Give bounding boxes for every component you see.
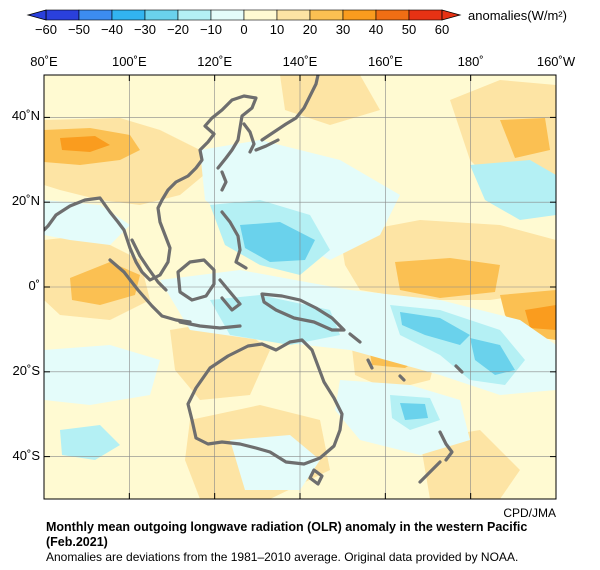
units-text: anomalies(W/m²) <box>468 8 567 23</box>
colorbar-units-label: anomalies(W/m²) <box>468 8 567 23</box>
coastline-new-zealand-north <box>438 430 454 462</box>
coastline-korea <box>242 122 256 154</box>
caption-note: Anomalies are deviations from the 1981–2… <box>46 550 519 564</box>
colorbar-tick-label: 10 <box>269 22 285 37</box>
longitude-label: 100˚E <box>111 54 147 69</box>
longitude-label: 160˚W <box>536 54 576 69</box>
colorbar-right-arrow <box>441 9 462 21</box>
graticule <box>44 75 556 499</box>
coastline-taiwan <box>220 170 228 192</box>
colorbar-tick-label: 20 <box>302 22 318 37</box>
colorbar-cells <box>45 9 443 21</box>
caption-title-line1: Monthly mean outgoing longwave radiation… <box>46 520 528 534</box>
latitude-label: 40˚S <box>12 447 40 463</box>
colorbar-tick-label: −20 <box>166 22 190 37</box>
colorbar-tick-label: 0 <box>240 22 248 37</box>
anomaly-positive-region <box>395 258 500 298</box>
coastline-australia <box>186 338 344 466</box>
coastline-sulawesi <box>218 278 242 312</box>
credit-text: CPD/JMA <box>503 506 556 520</box>
colorbar-left-arrow <box>26 9 47 21</box>
colorbar-tick-label: 40 <box>368 22 384 37</box>
colorbar-tick-label: −40 <box>100 22 124 37</box>
anomaly-negative-region <box>240 222 315 262</box>
longitude-label: 180˚ <box>457 54 484 69</box>
anomaly-positive-region <box>280 75 380 125</box>
anomaly-negative-region <box>44 345 160 405</box>
latitude-label: 20˚N <box>11 193 40 209</box>
anomaly-negative-region <box>470 338 515 375</box>
anomaly-negative-region <box>60 425 120 460</box>
coastline-japan <box>260 75 320 142</box>
anomaly-negative-region <box>470 160 556 220</box>
coastline-borneo <box>176 258 216 302</box>
coastline-new-guinea <box>260 292 346 332</box>
coastline-tasmania <box>308 468 324 486</box>
colorbar-tick-label: 30 <box>335 22 351 37</box>
colorbar-tick-label: −30 <box>133 22 157 37</box>
caption-title-line2: (Feb.2021) <box>46 535 108 549</box>
coastline-philippines <box>220 210 248 270</box>
colorbar-tick-label: −50 <box>67 22 91 37</box>
longitude-label: 160˚E <box>367 54 403 69</box>
coastline-pacific-islands <box>348 332 464 382</box>
anomaly-negative-region <box>400 403 428 420</box>
colorbar-tick-label: 60 <box>434 22 450 37</box>
latitude-label: 40˚N <box>11 108 40 124</box>
coastlines <box>44 75 464 486</box>
coastline-sumatra <box>108 258 192 324</box>
coastline-asia <box>44 94 258 282</box>
colorbar <box>26 9 462 21</box>
coastline-new-zealand-south <box>418 460 442 484</box>
caption: Monthly mean outgoing longwave radiation… <box>46 520 596 565</box>
colorbar-tick-label: −10 <box>199 22 223 37</box>
anomaly-negative-region <box>400 312 470 345</box>
colorbar-tick-label: 50 <box>401 22 417 37</box>
anomaly-positive-region <box>525 305 556 330</box>
latitude-label: 20˚S <box>12 362 40 378</box>
coastline-japan-south <box>254 138 280 152</box>
coastline-java <box>178 320 242 330</box>
coastline-malay-peninsula <box>130 238 168 292</box>
credit-label: CPD/JMA <box>503 506 556 520</box>
frame-ticks <box>43 75 557 499</box>
longitude-label: 120˚E <box>197 54 233 69</box>
colorbar-tick-label: −60 <box>34 22 58 37</box>
longitude-label: 80˚E <box>30 54 58 69</box>
latitude-label: 0˚ <box>28 278 40 293</box>
longitude-label: 140˚E <box>282 54 318 69</box>
anomaly-positive-region <box>500 118 550 158</box>
anomaly-negative-region <box>210 295 340 345</box>
anomaly-positive-region <box>60 136 110 152</box>
